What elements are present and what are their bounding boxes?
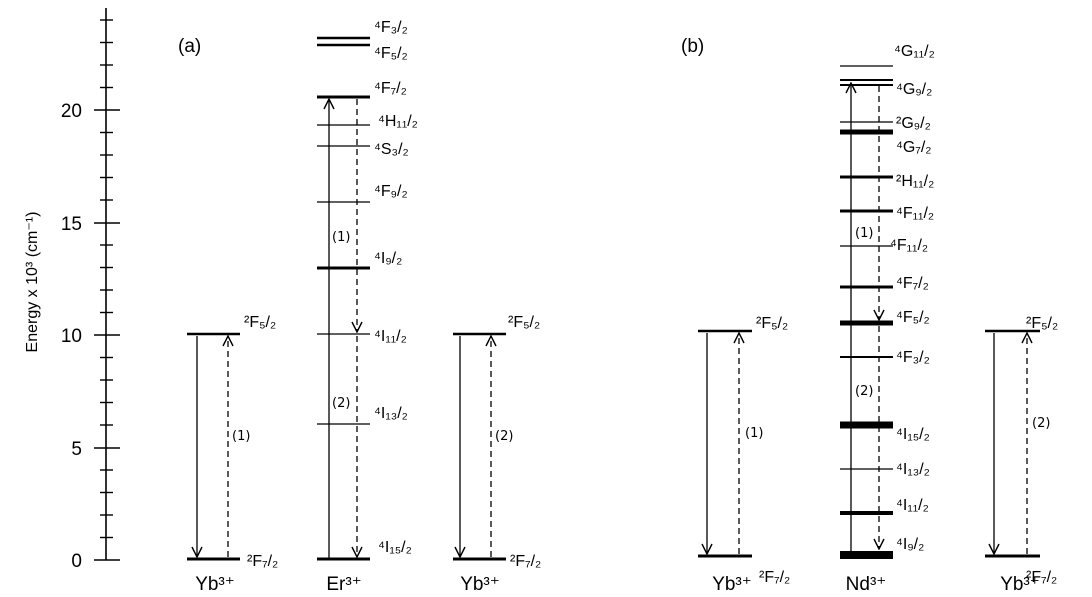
step-label: (2) xyxy=(332,396,350,411)
ion-label-yb: Yb³⁺ xyxy=(195,574,235,595)
panel-b-nd: ⁴G₁₁/₂ ⁴G₉/₂ ²G₉/₂ ⁴G₇/₂ ²H₁₁/₂ ⁴F₁₁/₂ ⁴… xyxy=(840,43,935,595)
step-label: (2) xyxy=(855,384,873,399)
nd-level-label: ⁴I₉/₂ xyxy=(896,536,924,553)
ion-label-yb: Yb³⁺ xyxy=(460,574,500,595)
tick-label-10: 10 xyxy=(61,326,82,347)
panel-a-yb-left: ²F₅/₂ ²F₇/₂ (1) Yb³⁺ xyxy=(187,314,278,595)
yb-lower-label: ²F₇/₂ xyxy=(1026,569,1057,586)
axis-minor-ticks xyxy=(100,19,113,539)
axis-title: Energy x 10³ (cm⁻¹) xyxy=(24,212,41,353)
panel-b-label: (b) xyxy=(681,36,704,57)
tick-label-5: 5 xyxy=(71,439,82,460)
nd-level-label: ²G₉/₂ xyxy=(896,115,931,132)
step-label: (1) xyxy=(232,429,250,444)
er-level-label: ⁴I₉/₂ xyxy=(374,250,402,267)
ion-label-yb: Yb³⁺ xyxy=(1000,574,1040,595)
step-label: (1) xyxy=(745,426,763,441)
axis-major-ticks xyxy=(94,109,120,561)
panel-a-yb-right: ²F₅/₂ ²F₇/₂ (2) Yb³⁺ xyxy=(453,314,541,595)
tick-label-0: 0 xyxy=(71,551,82,572)
step-label: (1) xyxy=(332,230,350,245)
ion-label-nd: Nd³⁺ xyxy=(846,574,887,595)
yb-upper-label: ²F₅/₂ xyxy=(508,314,540,331)
ion-label-er: Er³⁺ xyxy=(326,574,361,595)
er-level-label: ⁴H₁₁/₂ xyxy=(378,113,418,130)
ion-label-yb: Yb³⁺ xyxy=(712,574,752,595)
panel-b-yb-right: ²F₅/₂ ²F₇/₂ (2) Yb³⁺ xyxy=(985,315,1058,595)
yb-lower-label: ²F₇/₂ xyxy=(510,553,541,570)
er-level-label: ⁴F₃/₂ xyxy=(374,19,408,36)
energy-axis: 0 5 10 15 20 Energy x 10³ (cm⁻¹) xyxy=(24,8,120,572)
nd-level-label: ⁴F₃/₂ xyxy=(896,349,930,366)
er-level-label: ⁴I₁₁/₂ xyxy=(374,328,407,345)
nd-level-label: ⁴G₁₁/₂ xyxy=(894,43,935,60)
nd-level-label: ⁴I₁₃/₂ xyxy=(896,461,930,478)
yb-lower-label: ²F₇/₂ xyxy=(247,553,278,570)
nd-level-label: ⁴I₁₁/₂ xyxy=(896,497,929,514)
er-level-label: ⁴F₉/₂ xyxy=(374,183,408,200)
er-level-label: ⁴S₃/₂ xyxy=(374,141,409,158)
yb-lower-label: ²F₇/₂ xyxy=(759,569,790,586)
nd-level-label: ⁴F₁₁/₂ xyxy=(890,237,928,254)
nd-level-label: ⁴F₅/₂ xyxy=(896,309,930,326)
step-label: (2) xyxy=(1032,416,1050,431)
panel-a: (a) ²F₅/₂ ²F₇/₂ (1) Yb³⁺ xyxy=(178,19,541,595)
er-level-label: ⁴F₇/₂ xyxy=(374,80,407,97)
yb-upper-label: ²F₅/₂ xyxy=(244,314,276,331)
er-level-label: ⁴I₁₅/₂ xyxy=(378,539,412,556)
er-level-label: ⁴F₅/₂ xyxy=(374,45,408,62)
nd-level-label: ²H₁₁/₂ xyxy=(896,173,934,190)
nd-level-label: ⁴F₇/₂ xyxy=(896,275,929,292)
tick-label-20: 20 xyxy=(61,101,82,122)
yb-upper-label: ²F₅/₂ xyxy=(756,315,788,332)
nd-level-label: ⁴G₉/₂ xyxy=(896,81,932,98)
nd-level-label: ⁴I₁₅/₂ xyxy=(896,426,930,443)
step-label: (1) xyxy=(855,226,873,241)
panel-b-yb-left: ²F₅/₂ ²F₇/₂ (1) Yb³⁺ xyxy=(698,315,790,595)
panel-b: (b) ²F₅/₂ ²F₇/₂ (1) Yb³⁺ xyxy=(681,36,1058,595)
panel-a-er: ⁴F₃/₂ ⁴F₅/₂ ⁴F₇/₂ ⁴H₁₁/₂ ⁴S₃/₂ ⁴F₉/₂ ⁴I₉… xyxy=(317,19,418,595)
step-label: (2) xyxy=(495,429,513,444)
nd-level-label: ⁴F₁₁/₂ xyxy=(896,205,934,222)
nd-level-label: ⁴G₇/₂ xyxy=(896,139,931,156)
panel-a-label: (a) xyxy=(178,36,201,57)
er-level-label: ⁴I₁₃/₂ xyxy=(374,405,408,422)
tick-label-15: 15 xyxy=(61,214,82,235)
yb-upper-label: ²F₅/₂ xyxy=(1026,315,1058,332)
